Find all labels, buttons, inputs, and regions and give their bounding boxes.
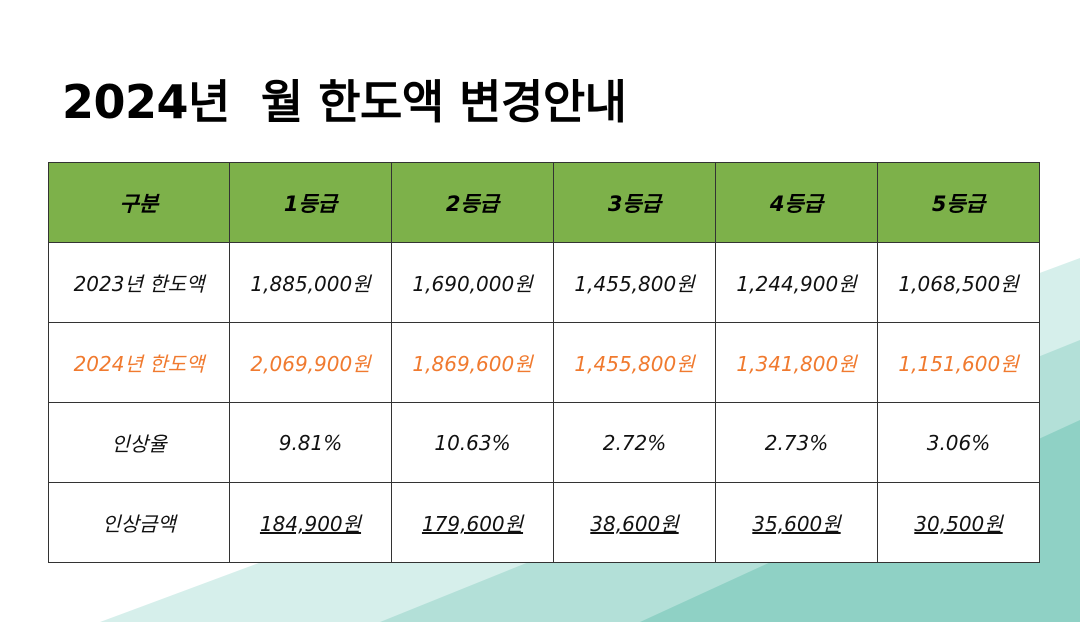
cell-grade-3: 38,600원	[553, 482, 716, 563]
cell-grade-1: 9.81%	[229, 402, 392, 483]
header-grade-4: 4등급	[715, 162, 878, 243]
header-grade-1: 1등급	[229, 162, 392, 243]
cell-grade-1: 184,900원	[229, 482, 392, 563]
cell-grade-5: 30,500원	[877, 482, 1040, 563]
header-category: 구분	[48, 162, 230, 243]
cell-grade-2: 1,690,000원	[391, 242, 554, 323]
cell-grade-3: 2.72%	[553, 402, 716, 483]
table-row-increase-rate: 인상율 9.81% 10.63% 2.72% 2.73% 3.06%	[48, 402, 1040, 483]
row-label: 2023년 한도액	[48, 242, 230, 323]
row-label: 인상금액	[48, 482, 230, 563]
cell-value: 184,900원	[259, 512, 362, 536]
header-grade-2: 2등급	[391, 162, 554, 243]
table-row-increase-amount: 인상금액 184,900원 179,600원 38,600원 35,600원 3…	[48, 482, 1040, 563]
page-title: 2024년 월 한도액 변경안내	[62, 75, 627, 129]
cell-grade-5: 3.06%	[877, 402, 1040, 483]
table-header-row: 구분 1등급 2등급 3등급 4등급 5등급	[48, 162, 1040, 243]
row-label: 2024년 한도액	[48, 322, 230, 403]
table-row-2024-limit: 2024년 한도액 2,069,900원 1,869,600원 1,455,80…	[48, 322, 1040, 403]
cell-grade-1: 2,069,900원	[229, 322, 392, 403]
table-row-2023-limit: 2023년 한도액 1,885,000원 1,690,000원 1,455,80…	[48, 242, 1040, 323]
cell-value: 38,600원	[590, 512, 679, 536]
cell-grade-3: 1,455,800원	[553, 322, 716, 403]
cell-value: 35,600원	[752, 512, 841, 536]
cell-value: 179,600원	[421, 512, 524, 536]
cell-grade-5: 1,151,600원	[877, 322, 1040, 403]
limit-table: 구분 1등급 2등급 3등급 4등급 5등급 2023년 한도액 1,885,0…	[48, 162, 1040, 563]
cell-grade-4: 1,244,900원	[715, 242, 878, 323]
cell-grade-4: 1,341,800원	[715, 322, 878, 403]
cell-grade-5: 1,068,500원	[877, 242, 1040, 323]
cell-grade-2: 1,869,600원	[391, 322, 554, 403]
cell-grade-4: 2.73%	[715, 402, 878, 483]
row-label: 인상율	[48, 402, 230, 483]
header-grade-3: 3등급	[553, 162, 716, 243]
cell-grade-1: 1,885,000원	[229, 242, 392, 323]
cell-grade-3: 1,455,800원	[553, 242, 716, 323]
cell-grade-4: 35,600원	[715, 482, 878, 563]
cell-value: 30,500원	[914, 512, 1003, 536]
cell-grade-2: 10.63%	[391, 402, 554, 483]
cell-grade-2: 179,600원	[391, 482, 554, 563]
header-grade-5: 5등급	[877, 162, 1040, 243]
